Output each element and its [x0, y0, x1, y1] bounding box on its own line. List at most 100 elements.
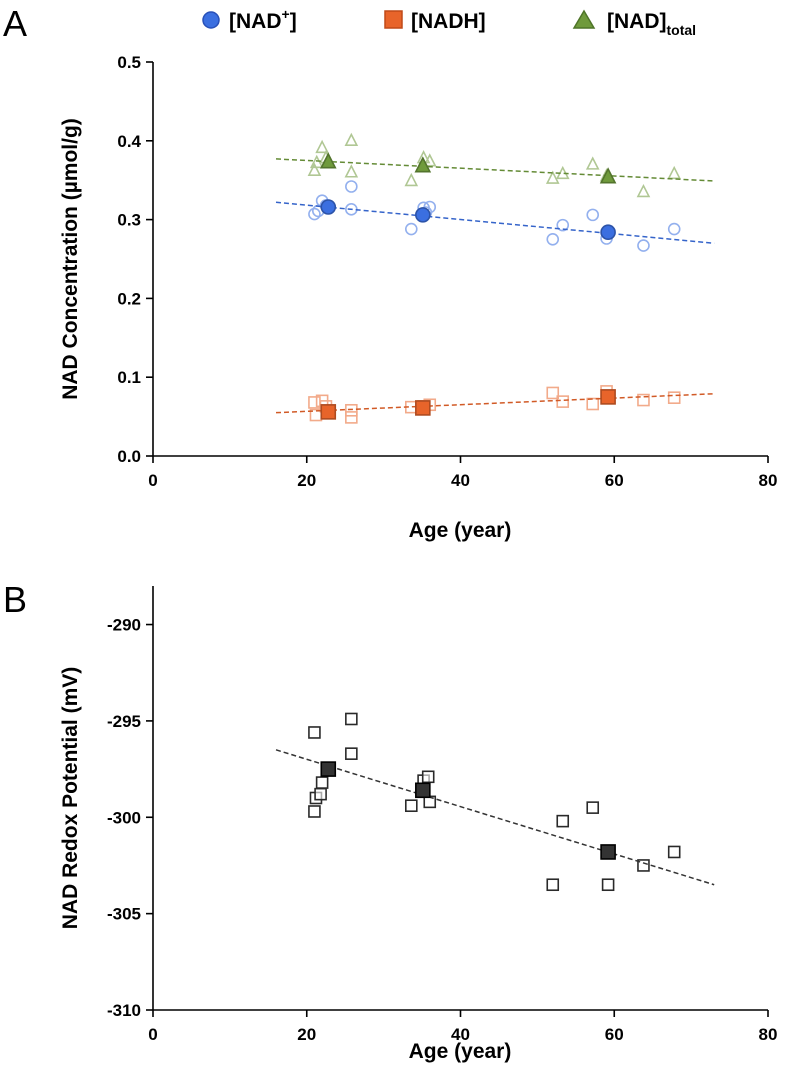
data-point	[585, 156, 600, 170]
panel-b-y-ticks: -310 -305 -300 -295 -290	[107, 616, 153, 1020]
x-tick-label: 20	[297, 1025, 316, 1044]
legend-nadh-marker	[384, 10, 403, 29]
series-1	[275, 385, 715, 424]
data-point	[637, 393, 650, 407]
mean-point	[320, 404, 337, 420]
data-point	[546, 233, 560, 246]
data-point	[345, 403, 358, 417]
data-point	[556, 395, 570, 408]
panel-a-x-label: Age (year)	[409, 519, 512, 542]
panel-a-plot-area	[275, 132, 715, 424]
series-2	[275, 132, 715, 198]
data-point	[309, 154, 324, 169]
panel-b-x-ticks: 0 20 40 60 80	[148, 1010, 777, 1044]
panel-b-letter: B	[3, 579, 27, 620]
panel-b: -310 -305 -300 -295 -290 0 20 40 60 80 NAD Redox…	[59, 586, 777, 1063]
data-point	[308, 207, 321, 221]
series-0	[275, 712, 715, 892]
panel-b-x-label: Age (year)	[409, 1040, 512, 1063]
series-0	[275, 180, 715, 252]
x-tick-label: 60	[605, 1025, 624, 1044]
panel-a-x-ticks: 0 20 40 60 80	[148, 456, 777, 490]
mean-point	[415, 207, 431, 223]
data-point	[546, 878, 560, 892]
y-tick-label: 0.5	[117, 53, 141, 72]
data-point	[586, 208, 600, 222]
data-point	[307, 162, 322, 176]
data-point	[344, 132, 359, 147]
data-point	[601, 878, 615, 892]
x-tick-label: 40	[451, 1025, 470, 1044]
data-point	[545, 170, 560, 184]
data-point	[637, 239, 650, 252]
trend-line	[275, 201, 715, 244]
trend-line	[275, 392, 715, 414]
legend-nadh-label: [NADH]	[411, 10, 486, 33]
legend: [NAD+] [NADH] [NAD]total	[202, 6, 696, 38]
x-tick-label: 20	[297, 471, 316, 490]
mean-point	[320, 199, 337, 215]
x-tick-label: 60	[605, 471, 624, 490]
data-point	[556, 218, 570, 232]
y-tick-label: -310	[107, 1001, 141, 1020]
data-point	[404, 172, 419, 187]
mean-point	[414, 156, 432, 173]
data-point	[586, 801, 600, 814]
data-point	[667, 391, 681, 404]
data-point	[345, 411, 358, 424]
trend-line	[275, 749, 715, 886]
x-tick-label: 0	[148, 1025, 157, 1044]
panel-a-y-label: NAD Concentration (µmol/g)	[59, 118, 82, 400]
y-tick-label: 0.2	[117, 289, 141, 308]
panel-a-letter: A	[3, 3, 27, 44]
panel-b-y-label: NAD Redox Potential (mV)	[59, 667, 82, 930]
data-point	[315, 776, 329, 789]
mean-point	[600, 389, 616, 405]
mean-point	[319, 152, 337, 169]
data-point	[556, 814, 570, 828]
data-point	[345, 180, 358, 193]
data-point	[344, 164, 359, 178]
data-point	[637, 859, 650, 872]
data-point	[421, 770, 435, 784]
x-tick-label: 40	[451, 471, 470, 490]
legend-nadtotal-marker	[572, 9, 596, 29]
data-point	[667, 845, 681, 859]
trend-line	[275, 158, 715, 182]
y-tick-label: -300	[107, 808, 141, 827]
x-tick-label: 80	[759, 471, 778, 490]
x-tick-label: 80	[759, 1025, 778, 1044]
data-point	[314, 787, 327, 801]
data-point	[345, 747, 358, 760]
mean-point	[415, 400, 431, 416]
data-point	[422, 153, 437, 167]
y-tick-label: -305	[107, 905, 141, 924]
data-point	[667, 222, 681, 236]
data-point	[404, 799, 418, 813]
data-point	[586, 397, 600, 411]
y-tick-label: -290	[107, 616, 141, 635]
panel-a-y-ticks: 0.0 0.1 0.2 0.3 0.4 0.5	[117, 53, 153, 466]
legend-nadtotal-label: [NAD]total	[607, 10, 696, 38]
mean-point	[320, 761, 337, 777]
mean-point	[415, 782, 431, 799]
panel-a: 0.0 0.1 0.2 0.3 0.4 0.5 0 20 40 60 80 NAD Concent…	[59, 53, 777, 542]
data-point	[345, 712, 358, 726]
y-tick-label: 0.1	[117, 368, 141, 387]
data-point	[308, 726, 321, 739]
data-point	[308, 805, 321, 818]
legend-nadplus-label: [NAD+]	[229, 6, 297, 33]
y-tick-label: 0.0	[117, 447, 141, 466]
y-tick-label: 0.4	[117, 132, 141, 151]
data-point	[404, 222, 418, 236]
mean-point	[600, 224, 616, 241]
data-point	[315, 139, 329, 154]
y-tick-label: 0.3	[117, 211, 141, 230]
mean-point	[600, 844, 616, 860]
mean-point	[599, 167, 617, 184]
y-tick-label: -295	[107, 712, 141, 731]
panel-b-plot-area	[275, 712, 715, 892]
x-tick-label: 0	[148, 471, 157, 490]
data-point	[636, 183, 651, 198]
